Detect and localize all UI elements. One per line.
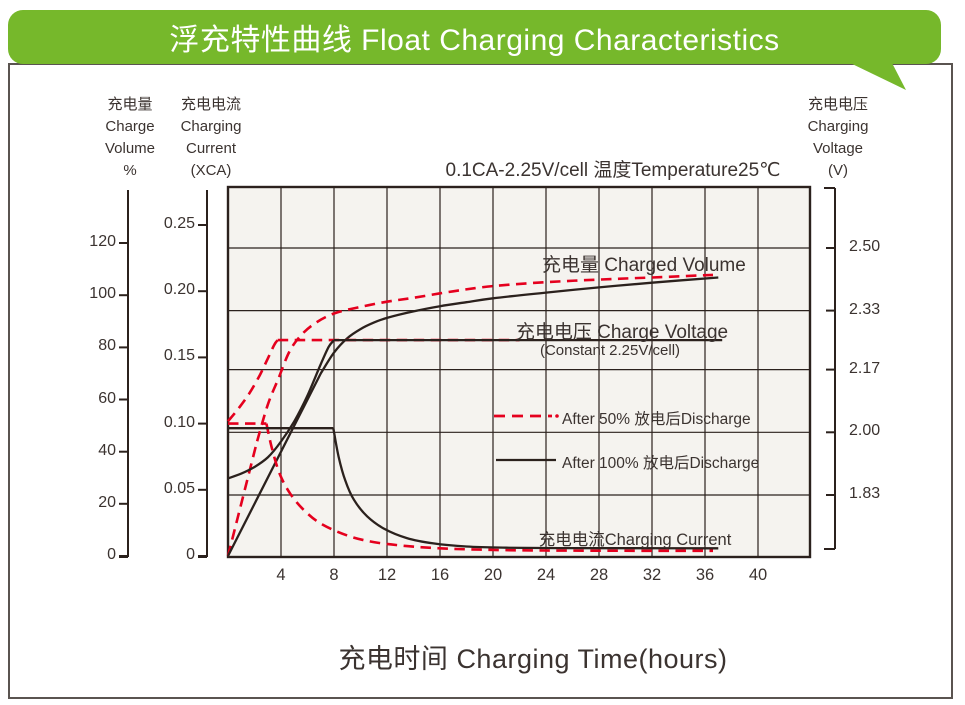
- voltage-tick-label: 2.17: [849, 359, 881, 377]
- time-tick-label: 24: [536, 566, 556, 584]
- charged-volume-curve-label: 充电量 Charged Volume: [542, 255, 746, 276]
- voltage-tick-label: 2.50: [849, 237, 881, 255]
- time-tick-label: 28: [589, 566, 609, 584]
- charging-current-after-100%-discharge-curve: [228, 427, 719, 550]
- voltage-tick-label: 1.83: [849, 485, 881, 502]
- current-axis-header: 充电电流 Charging Current (XCA): [180, 96, 242, 179]
- current-tick-label: 0.25: [163, 215, 195, 232]
- time-tick-label: 16: [430, 566, 450, 584]
- current-tick-label: 0.05: [163, 479, 195, 497]
- charge-voltage-after-100%-discharge-curve: [227, 338, 723, 480]
- time-tick-label: 40: [748, 566, 768, 584]
- charge-voltage-curve-label: 充电电压 Charge Voltage: [515, 322, 729, 343]
- volume-tick-label: 40: [98, 441, 116, 459]
- volume-tick-label: 0: [107, 546, 116, 563]
- constant-voltage-note: (Constant 2.25V/cell): [539, 342, 681, 359]
- current-tick-label: 0: [186, 546, 195, 563]
- time-tick-label: 20: [483, 566, 503, 584]
- time-tick-label: 36: [695, 566, 715, 584]
- plot-area: [228, 187, 810, 557]
- voltage-tick-label: 2.00: [849, 422, 881, 440]
- banner-tail: [846, 61, 906, 90]
- volume-tick-label: 80: [98, 337, 116, 355]
- charging-current-after-50%-discharge-curve: [228, 422, 714, 553]
- current-tick-label: 0.20: [163, 281, 195, 299]
- legend-after-50-discharge: After 50% 放电后Discharge: [562, 411, 751, 428]
- volume-axis-header: 充电量 Charge Volume %: [104, 96, 156, 179]
- current-tick-label: 0.15: [163, 347, 195, 365]
- title-banner: 浮充特性曲线 Float Charging Characteristics: [8, 10, 941, 64]
- time-tick-label: 8: [329, 566, 339, 584]
- time-tick-label: 32: [642, 566, 662, 584]
- x-axis-title: 充电时间 Charging Time(hours): [338, 644, 728, 674]
- plot-frame: [226, 185, 812, 559]
- voltage-axis-header: 充电电压 Charging Voltage (V): [807, 96, 869, 179]
- time-tick-label: 12: [377, 566, 397, 584]
- charging-current-curve-label: 充电电流Charging Current: [538, 531, 732, 549]
- charged-volume-after-50%-discharge-curve: [226, 273, 714, 557]
- volume-tick-label: 20: [98, 493, 116, 511]
- voltage-tick-label: 2.33: [849, 300, 881, 318]
- legend-after-100-discharge: After 100% 放电后Discharge: [562, 455, 760, 472]
- page-title: 浮充特性曲线 Float Charging Characteristics: [169, 24, 780, 57]
- current-tick-label: 0.10: [163, 413, 195, 431]
- charged-volume-after-100%-discharge-curve: [226, 276, 719, 557]
- volume-tick-label: 60: [98, 389, 116, 407]
- page-border: [8, 63, 953, 699]
- legend-dashed-sample-dot: [555, 414, 559, 418]
- volume-tick-label: 120: [89, 233, 116, 251]
- chart-condition-title: 0.1CA-2.25V/cell 温度Temperature25℃: [445, 160, 781, 181]
- volume-tick-label: 100: [89, 285, 116, 303]
- time-tick-label: 4: [276, 566, 286, 584]
